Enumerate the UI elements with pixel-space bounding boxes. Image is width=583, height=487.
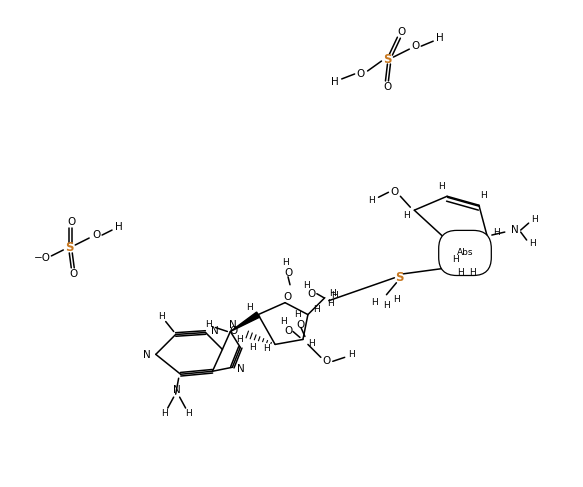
Text: H: H (480, 191, 487, 200)
Text: H: H (531, 215, 538, 224)
Text: H: H (331, 77, 339, 87)
Text: N: N (210, 326, 218, 337)
Text: O: O (92, 230, 100, 240)
Text: N: N (237, 364, 245, 375)
Text: O: O (390, 187, 399, 197)
Text: S: S (395, 271, 403, 284)
Text: O: O (69, 269, 78, 279)
Text: H: H (493, 227, 500, 237)
Text: N: N (173, 385, 181, 395)
Text: H: H (185, 409, 192, 417)
Text: H: H (403, 211, 410, 220)
Text: H: H (329, 289, 336, 298)
Text: H: H (236, 335, 243, 344)
Text: N: N (230, 319, 237, 330)
Text: N: N (143, 350, 150, 360)
Polygon shape (230, 312, 260, 332)
Text: H: H (115, 222, 123, 232)
Text: H: H (249, 343, 255, 352)
Text: H: H (436, 33, 444, 43)
Text: O: O (397, 27, 406, 37)
Text: −O: −O (34, 253, 51, 263)
Text: N: N (511, 225, 519, 235)
Text: O: O (297, 319, 305, 330)
Text: H: H (438, 182, 444, 191)
Text: O: O (411, 41, 419, 51)
Text: H: H (529, 239, 536, 247)
Text: Abs: Abs (456, 248, 473, 258)
Text: H: H (452, 255, 458, 264)
Text: H: H (331, 291, 338, 300)
Text: H: H (328, 299, 334, 308)
Text: S: S (383, 53, 392, 66)
Text: H: H (294, 310, 301, 319)
Text: O: O (384, 82, 392, 92)
Text: S: S (65, 242, 73, 255)
Text: H: H (368, 196, 375, 205)
Text: H: H (263, 344, 269, 353)
Text: H: H (205, 320, 212, 329)
Text: H: H (282, 259, 289, 267)
Text: O: O (229, 326, 237, 337)
Text: O: O (283, 292, 291, 301)
Text: O: O (356, 69, 365, 79)
Text: H: H (314, 305, 320, 314)
Text: H: H (308, 339, 315, 348)
Text: H: H (456, 268, 463, 277)
Text: O: O (308, 289, 316, 299)
Text: H: H (371, 298, 378, 307)
Text: H: H (469, 268, 476, 277)
Text: H: H (304, 281, 310, 290)
Text: O: O (67, 217, 75, 227)
Text: O: O (284, 326, 292, 337)
Text: H: H (348, 350, 355, 359)
Text: O: O (284, 268, 292, 278)
Text: H: H (246, 303, 252, 312)
Text: H: H (161, 409, 168, 417)
Text: O: O (322, 356, 331, 366)
Text: H: H (393, 295, 400, 304)
Text: H: H (280, 317, 286, 326)
Text: H: H (159, 312, 165, 321)
Text: H: H (383, 301, 390, 310)
